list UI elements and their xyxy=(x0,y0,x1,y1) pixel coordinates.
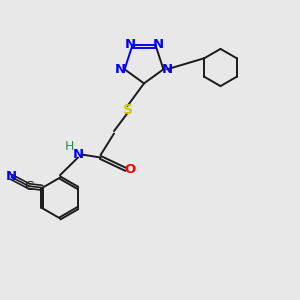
Text: N: N xyxy=(72,148,84,161)
Text: H: H xyxy=(65,140,74,154)
Text: N: N xyxy=(6,170,17,184)
Text: N: N xyxy=(115,63,126,76)
Text: N: N xyxy=(124,38,136,51)
Text: S: S xyxy=(122,103,133,116)
Text: C: C xyxy=(24,179,33,193)
Text: N: N xyxy=(162,63,173,76)
Text: N: N xyxy=(152,38,164,51)
Text: O: O xyxy=(124,163,135,176)
